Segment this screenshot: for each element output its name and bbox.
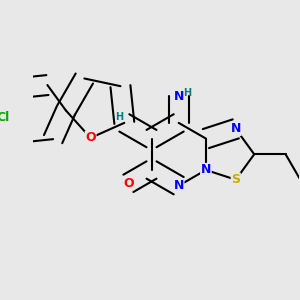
Text: N: N xyxy=(201,164,211,176)
Text: H: H xyxy=(115,112,123,122)
Text: N: N xyxy=(231,122,241,135)
Text: Cl: Cl xyxy=(0,110,10,124)
Text: N: N xyxy=(173,179,184,192)
Text: N: N xyxy=(173,90,184,103)
Text: H: H xyxy=(183,88,191,98)
Text: O: O xyxy=(123,177,134,190)
Text: O: O xyxy=(85,131,96,144)
Text: S: S xyxy=(231,173,240,186)
